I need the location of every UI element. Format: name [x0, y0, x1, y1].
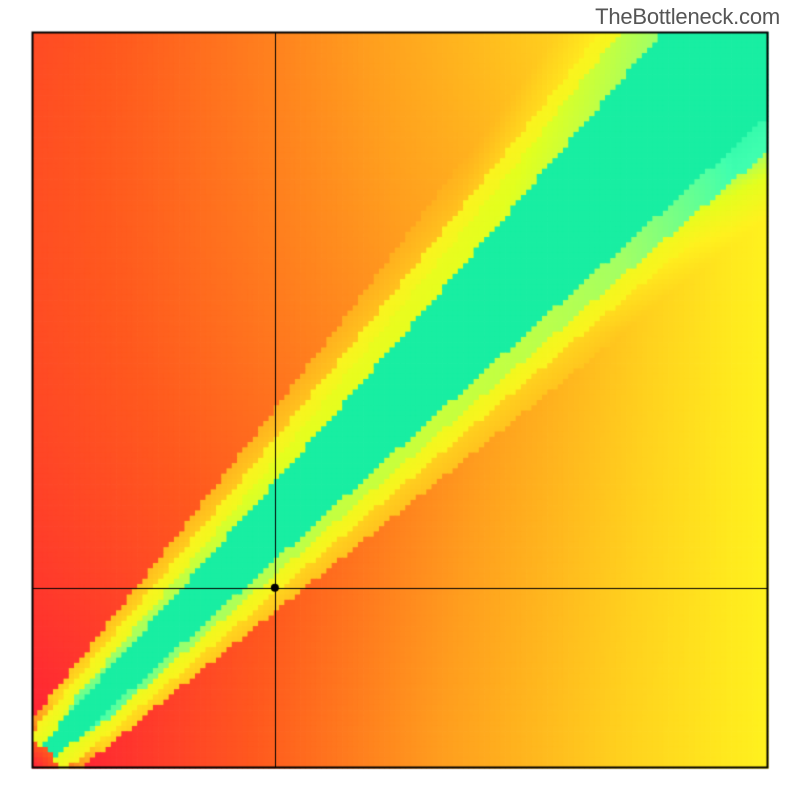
- watermark-text: TheBottleneck.com: [595, 4, 780, 30]
- bottleneck-heatmap: [0, 0, 800, 800]
